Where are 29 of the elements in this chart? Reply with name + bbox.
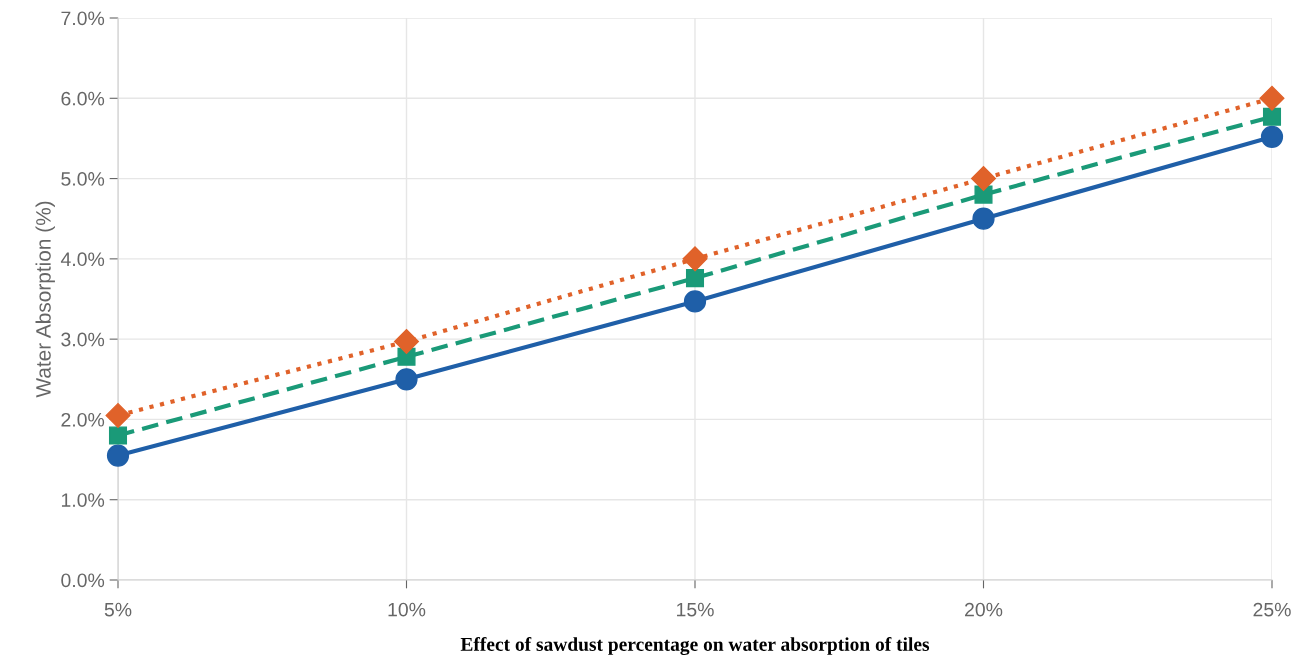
- y-tick-label: 4.0%: [60, 252, 105, 267]
- y-tick-label: 2.0%: [61, 412, 105, 427]
- point: [1260, 125, 1284, 148]
- x-tick-label: 20%: [965, 602, 1003, 617]
- y-tick-label: 5.0%: [61, 172, 105, 186]
- point: [685, 269, 705, 288]
- point: [395, 368, 418, 391]
- y-tick-label: 7.0%: [61, 11, 105, 26]
- point: [1259, 85, 1285, 111]
- y-axis-title: Water Absorption (%): [35, 201, 55, 398]
- y-tick-label: 3.0%: [61, 332, 105, 347]
- point: [1262, 107, 1282, 126]
- x-axis-title: Effect of sawdust percentage on water absorption of tiles: [460, 637, 930, 655]
- point: [971, 166, 996, 192]
- y-tick-label: 6.0%: [61, 91, 105, 106]
- point: [105, 402, 131, 428]
- y-tick-label: 0.0%: [61, 573, 105, 588]
- y-tick-label: 1.0%: [61, 493, 105, 507]
- point: [106, 444, 130, 467]
- x-tick-label: 15%: [677, 602, 714, 617]
- point: [683, 290, 707, 313]
- point: [394, 329, 419, 355]
- point: [682, 246, 708, 272]
- point: [972, 207, 995, 230]
- x-tick-label: 5%: [104, 602, 132, 617]
- point: [974, 185, 993, 204]
- x-tick-label: 25%: [1253, 602, 1291, 617]
- x-tick-label: 10%: [388, 602, 426, 617]
- point: [108, 426, 128, 445]
